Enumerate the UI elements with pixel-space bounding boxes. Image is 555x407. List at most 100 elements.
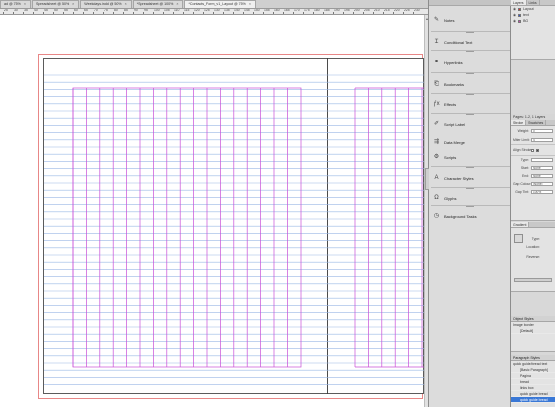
ruler-label: 25 [4, 9, 8, 12]
stroke-option-field[interactable] [531, 158, 553, 162]
layer-row[interactable]: ◉ BG [511, 18, 555, 24]
ruler-tick [123, 12, 124, 14]
document-tab-label: Spreadsheet @ 50% [35, 2, 70, 6]
panel-group-divider[interactable] [431, 187, 510, 189]
close-tab-icon[interactable]: × [248, 2, 251, 6]
panel-button-glyphs[interactable]: Ω Glyphs [433, 192, 508, 204]
align-center-icon[interactable] [531, 148, 534, 152]
close-tab-icon[interactable]: × [23, 2, 26, 6]
document-tab[interactable]: Spreadsheet @ 50% × [31, 0, 80, 8]
panel-button-conditional-text[interactable]: Ɪ Conditional Text [433, 36, 508, 48]
visibility-eye-icon[interactable]: ◉ [513, 13, 517, 17]
ruler-tick [73, 12, 74, 14]
panel-button-scripts[interactable]: ⚙ Scripts [433, 151, 508, 163]
panel-button-character-styles[interactable]: A Character Styles [433, 172, 508, 184]
panel-button-data-merge[interactable]: ⇶ Data Merge [433, 136, 508, 148]
ruler-label: 170 [294, 9, 300, 12]
paragraph-style-item[interactable]: Pagina [511, 373, 555, 379]
ruler-label: 65 [84, 9, 88, 12]
stroke-option-field[interactable]: None [531, 174, 553, 178]
ruler-label: 100 [154, 9, 160, 12]
ruler-tick [403, 12, 404, 14]
stroke-option-field[interactable]: [None] [531, 182, 553, 186]
paragraph-style-item[interactable]: quick guide bread [511, 397, 555, 403]
object-styles-header[interactable]: Object Styles [511, 316, 555, 322]
gradient-swatch[interactable] [514, 234, 523, 243]
tab-gradient[interactable]: Gradient [511, 222, 530, 227]
tab-stroke[interactable]: Stroke [511, 120, 527, 125]
layer-row[interactable]: ◉ text [511, 12, 555, 18]
ruler-tick [113, 12, 114, 14]
document-tab-label: Weekdays.indd @ 50% [84, 2, 122, 6]
ruler-tick [353, 12, 354, 14]
paragraph-styles-current: quick guide/bread text [513, 362, 548, 366]
ruler-tick [143, 12, 144, 14]
close-tab-icon[interactable]: × [124, 2, 127, 6]
object-style-item[interactable]: [Default] [511, 328, 555, 334]
ruler-tick [163, 12, 164, 14]
stroke-option-label: Type: [520, 158, 529, 162]
tab-links[interactable]: Links [527, 0, 540, 5]
align-inside-icon[interactable] [536, 148, 539, 152]
document-tab[interactable]: *Spreadsheet @ 100% × [132, 0, 184, 8]
close-tab-icon[interactable]: × [72, 2, 75, 6]
paragraph-styles-header[interactable]: Paragraph Styles [511, 355, 555, 361]
paragraph-style-item[interactable]: [Basic Paragraph] [511, 367, 555, 373]
panel-button-bookmarks[interactable]: ⎗ Bookmarks [433, 78, 508, 90]
horizontal-ruler[interactable]: 25 30 35 40 45 50 55 60 65 70 75 80 85 90 95 100 105 110 1… [0, 9, 428, 15]
ruler-tick [283, 12, 284, 14]
dock-collapse-handle[interactable] [425, 168, 429, 190]
panel-group-divider[interactable] [431, 72, 510, 74]
panel-group-divider[interactable] [431, 113, 510, 115]
gradient-ramp[interactable] [514, 278, 552, 282]
ruler-label: 145 [244, 9, 250, 12]
panel-button-effects[interactable]: ƒx Effects [433, 98, 508, 110]
ruler-tick [303, 12, 304, 14]
stroke-option-label: Start: [520, 166, 529, 170]
panel-group-divider[interactable] [431, 205, 510, 207]
document-canvas[interactable] [0, 15, 428, 407]
stroke-option-field[interactable]: 100% [531, 190, 553, 194]
ruler-label: 220 [394, 9, 400, 12]
panel-group-divider[interactable] [431, 93, 510, 95]
panel-group-divider[interactable] [431, 31, 510, 33]
panel-button-script-label[interactable]: ✐ Script Label [433, 118, 508, 130]
panel-grip[interactable] [429, 0, 512, 6]
ruler-label: 115 [184, 9, 190, 12]
layer-color-swatch [518, 7, 522, 11]
ruler-tick [183, 12, 184, 14]
vertical-scrollbar[interactable]: ▴ [424, 15, 428, 407]
ruler-label: 180 [314, 9, 320, 12]
paragraph-style-item[interactable]: bread [511, 379, 555, 385]
ruler-label: 55 [64, 9, 68, 12]
page-spread[interactable] [0, 15, 428, 407]
panel-group-divider[interactable] [431, 166, 510, 168]
close-tab-icon[interactable]: × [176, 2, 179, 6]
tab-swatches[interactable]: Swatches [526, 120, 547, 125]
panel-button-notes[interactable]: ✎ Notes [433, 14, 508, 26]
ruler-tick [273, 12, 274, 14]
panel-group-divider[interactable] [431, 50, 510, 52]
layer-row[interactable]: ◉ Layout [511, 6, 555, 12]
effects-icon: ƒx [433, 100, 440, 107]
miter-limit-field[interactable]: 4 [531, 138, 553, 142]
ruler-label: 225 [404, 9, 410, 12]
stroke-option-field[interactable]: None [531, 166, 553, 170]
ruler-label: 130 [214, 9, 220, 12]
ruler-label: 90 [134, 9, 138, 12]
tab-layers[interactable]: Layers [511, 0, 527, 5]
ruler-tick [33, 12, 34, 14]
paragraph-style-item[interactable]: quick guide bread [511, 391, 555, 397]
document-tab[interactable]: ad @ 75% × [0, 0, 31, 8]
weight-field[interactable]: 0 [531, 129, 553, 133]
paragraph-style-item[interactable]: links box [511, 385, 555, 391]
document-tab[interactable]: *Contacts_Form_v1_Layout @ 75% × [184, 0, 256, 8]
scroll-up-arrow-icon[interactable]: ▴ [425, 16, 428, 21]
document-tab[interactable]: Weekdays.indd @ 50% × [80, 0, 132, 8]
visibility-eye-icon[interactable]: ◉ [513, 19, 517, 23]
panel-button-hyperlinks[interactable]: ⚭ Hyperlinks [433, 56, 508, 68]
panel-button-label: Glyphs [444, 195, 457, 201]
ruler-tick [153, 12, 154, 14]
visibility-eye-icon[interactable]: ◉ [513, 7, 517, 11]
panel-button-background-tasks[interactable]: ◷ Background Tasks [433, 210, 508, 222]
